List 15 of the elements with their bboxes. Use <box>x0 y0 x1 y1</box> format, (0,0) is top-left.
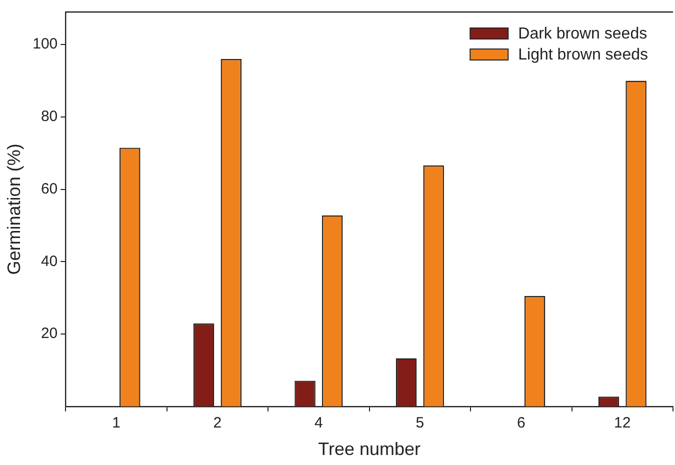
x-tick-label: 5 <box>416 414 424 432</box>
y-axis-title: Germination (%) <box>4 144 24 275</box>
x-tick-label: 1 <box>112 414 120 432</box>
y-tick-label: 60 <box>40 180 58 198</box>
y-tick-label: 20 <box>40 325 58 342</box>
y-tick-label: 40 <box>40 252 58 270</box>
x-tick-label: 2 <box>213 414 222 432</box>
legend-label: Dark brown seeds <box>518 25 648 42</box>
x-tick-label: 4 <box>314 414 323 432</box>
legend-label: Light brown seeds <box>518 46 648 64</box>
x-axis-title: Tree number <box>318 439 421 460</box>
y-tick-label: 80 <box>40 108 58 126</box>
x-tick-label: 6 <box>516 414 526 432</box>
y-tick-label: 100 <box>32 36 58 53</box>
x-tick-label: 12 <box>614 414 631 432</box>
